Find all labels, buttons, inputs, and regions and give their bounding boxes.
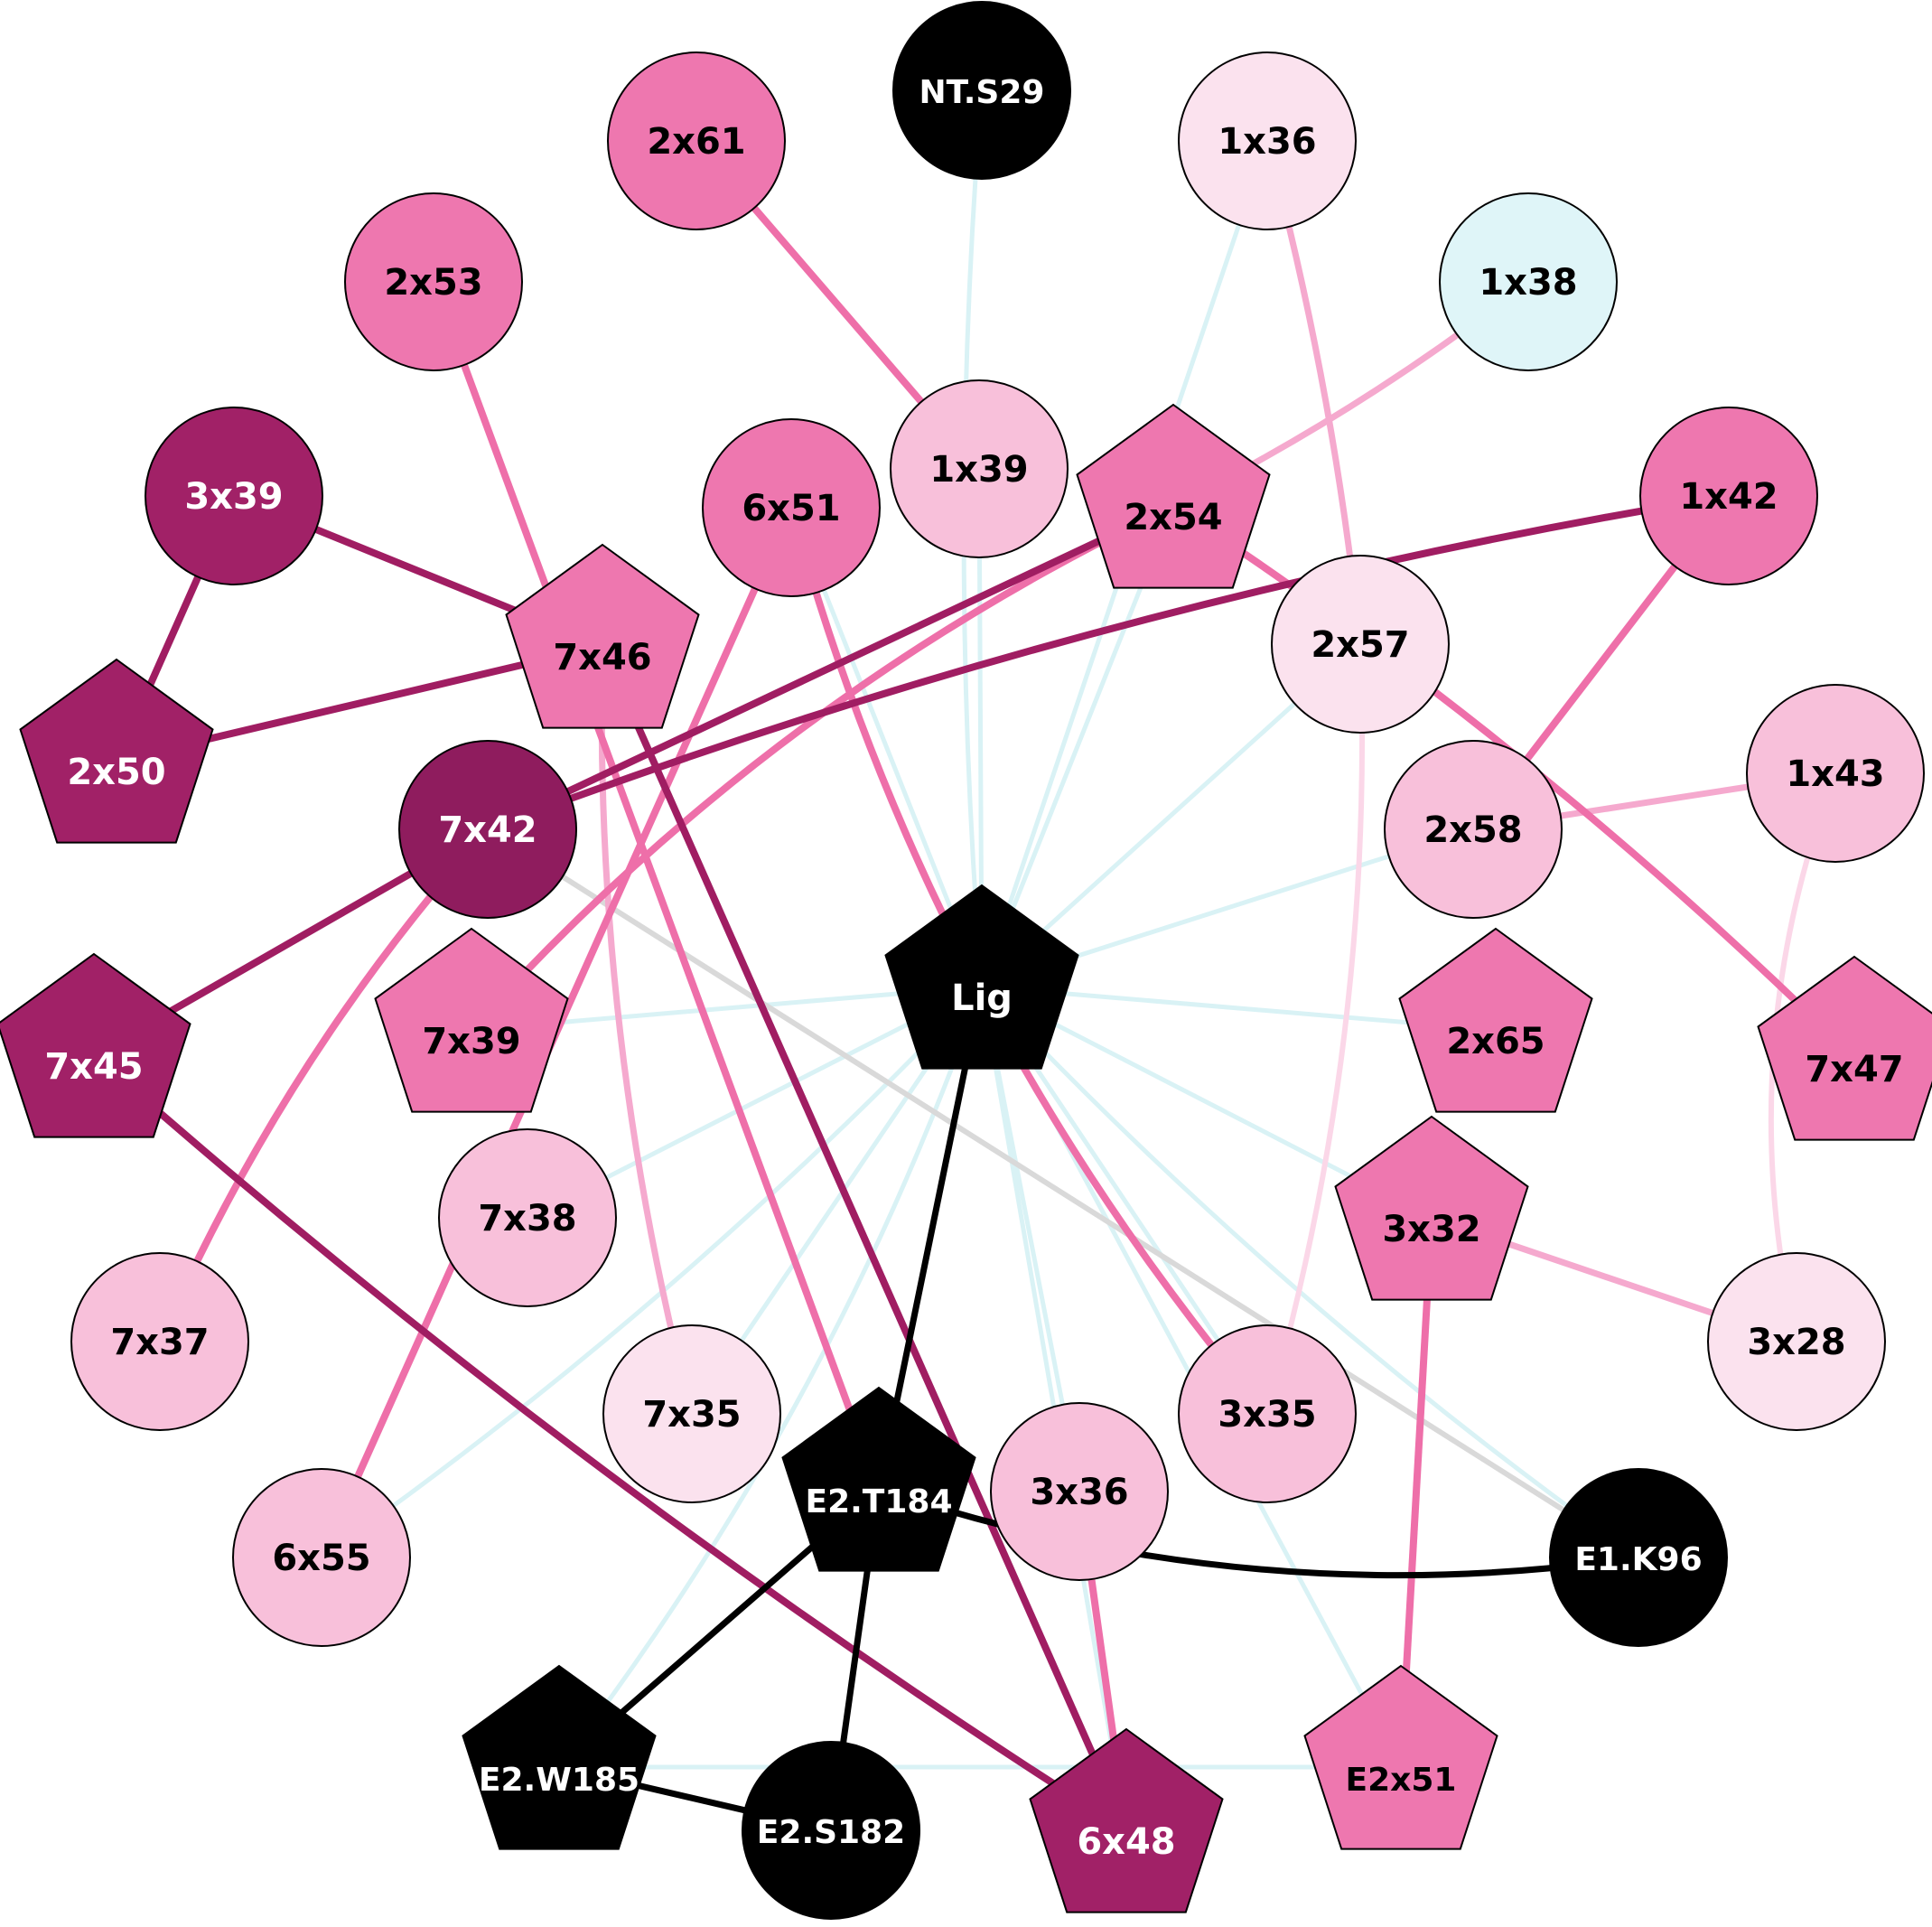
node-3x35[interactable]: 3x35 (1178, 1324, 1357, 1503)
node-2x54[interactable]: 2x54 (1076, 403, 1271, 589)
node-E2.S182[interactable]: E2.S182 (742, 1741, 920, 1920)
edge-Lig-E1.K96 (980, 985, 1640, 1560)
node-2x53[interactable]: 2x53 (344, 192, 523, 371)
node-1x36[interactable]: 1x36 (1178, 51, 1357, 230)
residue-circle[interactable] (145, 407, 323, 585)
residue-circle[interactable] (1746, 684, 1925, 863)
residue-circle[interactable] (1178, 1324, 1357, 1503)
residue-circle[interactable] (742, 1741, 920, 1920)
edge-2x53-E2.T184 (430, 280, 882, 1491)
node-E2x51[interactable]: E2x51 (1303, 1664, 1498, 1850)
node-NT.S29[interactable]: NT.S29 (892, 1, 1071, 180)
edge-7x46-6x48 (599, 644, 1130, 1832)
node-6x51[interactable]: 6x51 (702, 418, 881, 597)
residue-circle[interactable] (1707, 1252, 1886, 1431)
edge-7x45-6x48 (91, 1052, 1129, 1834)
node-3x32[interactable]: 3x32 (1334, 1115, 1529, 1301)
residue-circle[interactable] (1439, 192, 1618, 371)
node-7x45[interactable]: 7x45 (0, 952, 191, 1138)
node-1x43[interactable]: 1x43 (1746, 684, 1925, 863)
residue-circle[interactable] (602, 1324, 781, 1503)
node-2x58[interactable]: 2x58 (1384, 740, 1563, 919)
residue-circle[interactable] (1271, 555, 1450, 734)
residue-pentagon[interactable] (1398, 927, 1593, 1113)
residue-pentagon[interactable] (884, 884, 1079, 1070)
residue-circle[interactable] (990, 1402, 1169, 1581)
edge-Lig-E2.W185 (557, 986, 985, 1769)
residue-pentagon[interactable] (19, 658, 214, 844)
residue-pentagon[interactable] (462, 1664, 657, 1850)
residue-circle[interactable] (607, 51, 786, 230)
edge-2x57-3x35 (1265, 643, 1366, 1415)
residue-circle[interactable] (438, 1128, 617, 1307)
node-Lig[interactable]: Lig (884, 884, 1079, 1070)
node-3x39[interactable]: 3x39 (145, 407, 323, 585)
node-6x48[interactable]: 6x48 (1029, 1727, 1224, 1913)
residue-circle[interactable] (1384, 740, 1563, 919)
node-1x38[interactable]: 1x38 (1439, 192, 1618, 371)
node-7x37[interactable]: 7x37 (70, 1252, 249, 1431)
edge-Lig-6x55 (320, 985, 984, 1560)
node-7x47[interactable]: 7x47 (1757, 955, 1932, 1141)
node-2x50[interactable]: 2x50 (19, 658, 214, 844)
node-2x61[interactable]: 2x61 (607, 51, 786, 230)
residue-circle[interactable] (1178, 51, 1357, 230)
edge-7x42-1x42 (486, 492, 1730, 833)
residue-pentagon[interactable] (374, 927, 569, 1113)
residue-circle[interactable] (232, 1468, 411, 1647)
node-3x36[interactable]: 3x36 (990, 1402, 1169, 1581)
residue-circle[interactable] (344, 192, 523, 371)
residue-pentagon[interactable] (0, 952, 191, 1138)
residue-pentagon[interactable] (1334, 1115, 1529, 1301)
node-7x35[interactable]: 7x35 (602, 1324, 781, 1503)
edge-7x39-2x54 (469, 502, 1175, 1033)
edge-7x46-7x35 (598, 645, 695, 1415)
node-7x46[interactable]: 7x46 (505, 543, 700, 729)
node-1x39[interactable]: 1x39 (890, 379, 1069, 558)
node-3x28[interactable]: 3x28 (1707, 1252, 1886, 1431)
residue-circle[interactable] (1639, 407, 1818, 585)
residue-circle[interactable] (702, 418, 881, 597)
residue-circle[interactable] (892, 1, 1071, 180)
residue-pentagon[interactable] (1076, 403, 1271, 589)
node-7x38[interactable]: 7x38 (438, 1128, 617, 1307)
residue-circle[interactable] (398, 740, 577, 919)
residue-pentagon[interactable] (505, 543, 700, 729)
residue-pentagon[interactable] (1029, 1727, 1224, 1913)
residue-circle[interactable] (890, 379, 1069, 558)
residue-pentagon[interactable] (1757, 955, 1932, 1141)
residue-circle[interactable] (1549, 1468, 1728, 1647)
node-2x65[interactable]: 2x65 (1398, 927, 1593, 1113)
node-E2.W185[interactable]: E2.W185 (462, 1664, 657, 1850)
node-2x57[interactable]: 2x57 (1271, 555, 1450, 734)
node-E1.K96[interactable]: E1.K96 (1549, 1468, 1728, 1647)
edge-7x42-2x54 (486, 502, 1175, 833)
residue-pentagon[interactable] (781, 1386, 976, 1572)
node-1x42[interactable]: 1x42 (1639, 407, 1818, 585)
residue-pentagon[interactable] (1303, 1664, 1498, 1850)
edge-E2.T184-E1.K96 (877, 1485, 1639, 1579)
node-6x55[interactable]: 6x55 (232, 1468, 411, 1647)
node-7x42[interactable]: 7x42 (398, 740, 577, 919)
residue-circle[interactable] (70, 1252, 249, 1431)
